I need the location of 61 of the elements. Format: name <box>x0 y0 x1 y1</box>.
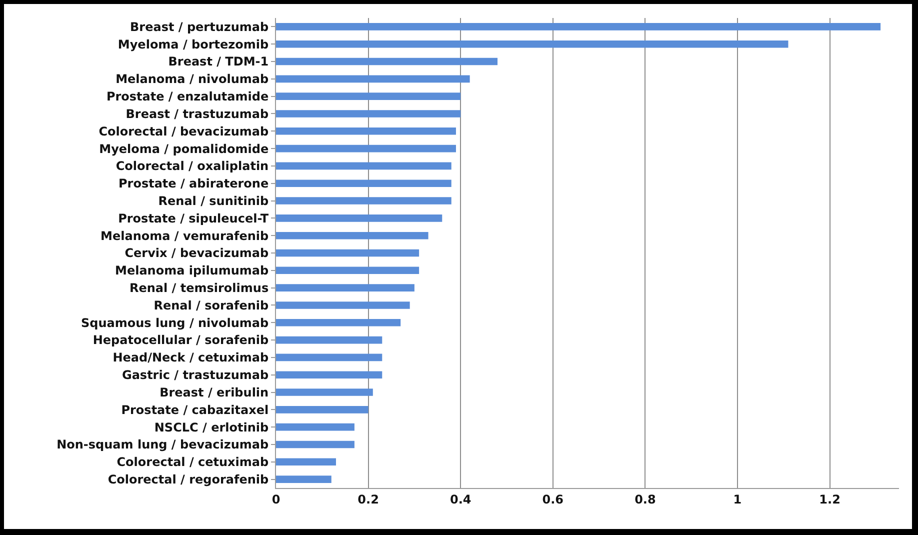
bar <box>276 23 881 30</box>
y-tick-label: Gastric / trastuzumab <box>122 368 269 382</box>
bar <box>276 302 410 309</box>
bar <box>276 318 401 326</box>
bar <box>276 197 452 204</box>
bar <box>276 423 354 431</box>
bar <box>276 110 461 118</box>
x-tick-label: 0.6 <box>542 492 564 506</box>
bar <box>276 214 442 222</box>
y-tick-label: Prostate / cabazitaxel <box>121 402 269 417</box>
y-tick-label: Melanoma / vemurafenib <box>100 228 270 243</box>
bar <box>276 388 373 396</box>
bar <box>276 40 788 48</box>
bar <box>276 58 498 66</box>
bar <box>276 92 461 100</box>
y-tick-label: Breast / pertuzumab <box>130 20 270 34</box>
bar <box>276 127 456 135</box>
y-tick-label: Renal / sunitinib <box>158 194 270 208</box>
y-tick-label: Colorectal / bevacizumab <box>98 124 270 138</box>
y-tick-label: Colorectal / oxaliplatin <box>116 159 269 174</box>
x-tick-label: 1.2 <box>819 492 840 506</box>
bar <box>276 336 382 344</box>
bar <box>276 232 428 240</box>
x-tick-label: 0.8 <box>634 492 656 506</box>
y-tick-label: Squamous lung / nivolumab <box>81 316 269 330</box>
x-tick-label: 0.4 <box>450 492 472 506</box>
y-tick-label: Renal / temsirolimus <box>130 281 269 296</box>
y-tick-label: Hepatocellular / sorafenib <box>92 333 270 348</box>
y-tick-label: Cervix / bevacizumab <box>124 246 270 260</box>
y-tick-label: Breast / eribulin <box>160 385 269 400</box>
x-tick-label: 0.2 <box>358 492 379 506</box>
y-tick-label: Myeloma / pomalidomide <box>99 142 269 156</box>
y-tick-label: Colorectal / regorafenib <box>108 472 270 486</box>
y-tick-label: Prostate / enzalutamide <box>106 90 269 104</box>
bar <box>276 180 452 188</box>
y-tick-label: Prostate / sipuleucel-T <box>118 211 270 226</box>
bar <box>276 266 420 274</box>
y-tick-label: Breast / TDM-1 <box>168 54 269 69</box>
bar <box>276 406 368 414</box>
y-tick-label: Melanoma ipilumumab <box>115 264 269 278</box>
y-tick-label: Head/Neck / cetuximab <box>112 350 270 365</box>
y-tick-label: Melanoma / nivolumab <box>116 72 269 86</box>
bar <box>276 458 336 466</box>
x-tick-label: 0 <box>272 492 280 506</box>
bar <box>276 162 452 170</box>
bar <box>276 476 332 483</box>
bar <box>276 371 382 379</box>
y-tick-label: Myeloma / bortezomib <box>118 37 269 52</box>
y-tick-label: Colorectal / cetuximab <box>116 455 270 470</box>
y-tick-label: Breast / trastuzumab <box>126 106 270 121</box>
bar <box>276 249 420 257</box>
bar <box>276 75 470 83</box>
bar <box>276 354 382 362</box>
bar <box>276 144 456 152</box>
bar <box>276 284 414 292</box>
bar <box>276 440 354 448</box>
y-tick-label: Renal / sorafenib <box>154 298 269 312</box>
y-tick-label: Prostate / abiraterone <box>118 176 269 191</box>
y-tick-label: NSCLC / erlotinib <box>154 420 269 434</box>
y-tick-label: Non-squam lung / bevacizumab <box>56 438 269 452</box>
x-tick-label: 1 <box>733 492 742 506</box>
